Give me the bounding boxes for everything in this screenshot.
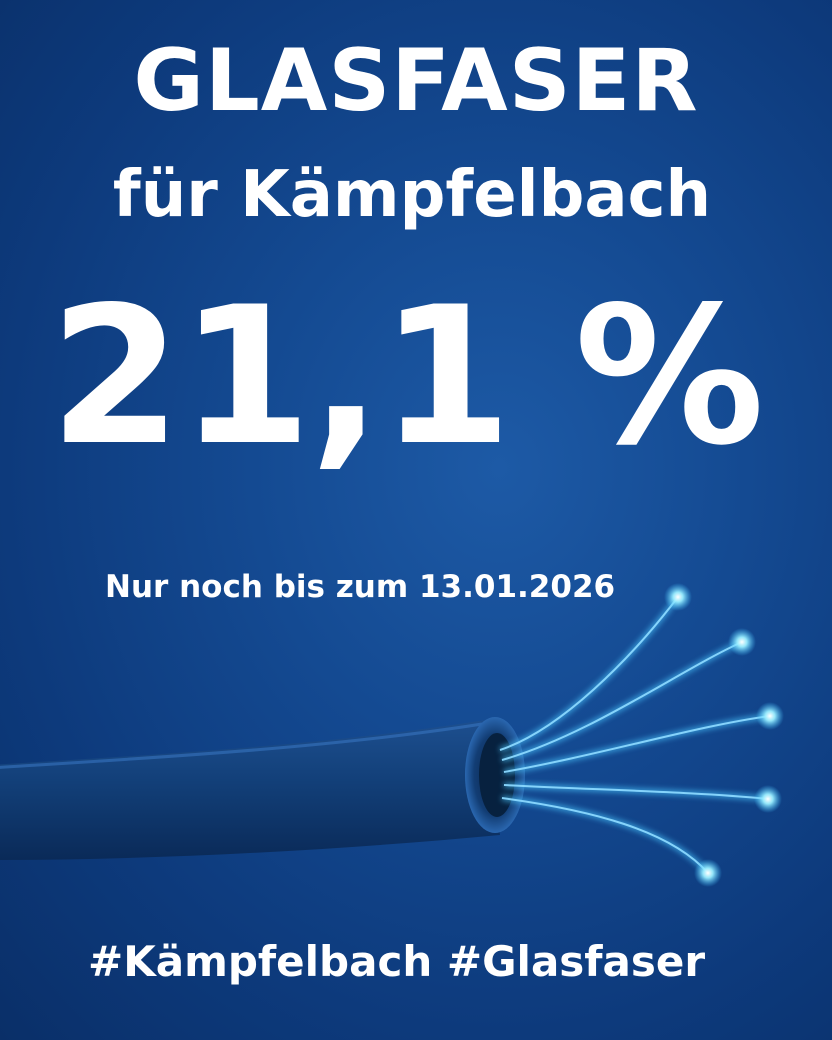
fiber-tips — [664, 583, 784, 887]
title: GLASFASER — [133, 31, 699, 131]
deadline-text: Nur noch bis zum 13.01.2026 — [105, 569, 616, 605]
optical-fibers — [499, 596, 771, 874]
cable-body — [0, 720, 500, 860]
fiber-optic-cable-illustration — [0, 583, 784, 887]
cable-highlight — [0, 722, 483, 769]
subtitle: für Kämpfelbach — [112, 158, 712, 232]
percentage-value: 21,1 % — [49, 266, 764, 487]
hashtags: #Kämpfelbach #Glasfaser — [88, 937, 706, 986]
